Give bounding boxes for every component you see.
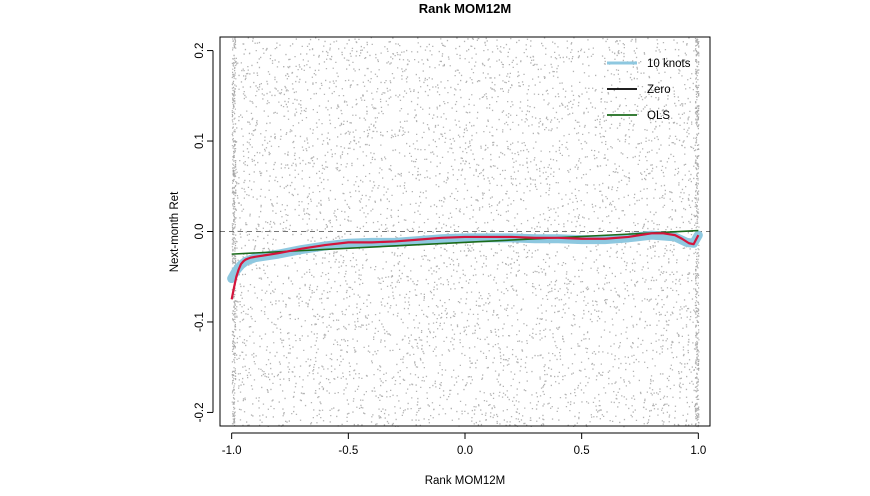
x-tick-label: -1.0 [222, 445, 242, 457]
x-tick-label: 1.0 [690, 445, 706, 457]
legend-label: 10 knots [647, 58, 691, 70]
axes: -1.0 -0.5 0.0 0.5 1.0 -0.2 -0.1 0.0 0.1 0.2 [194, 43, 706, 457]
scatter-points [231, 37, 700, 428]
y-tick-label: -0.1 [194, 312, 206, 332]
fit-lines [220, 229, 710, 300]
series-fit-line [230, 232, 700, 300]
legend-label: Zero [647, 84, 671, 96]
chart-title: Rank MOM12M [419, 1, 511, 16]
series-ols-line [231, 229, 699, 255]
y-tick-label: 0.2 [194, 43, 206, 59]
scatter-cloud [231, 37, 700, 428]
y-axis-label: Next-month Ret [169, 191, 181, 272]
x-tick-label: -0.5 [338, 445, 358, 457]
y-tick-label: 0.0 [194, 224, 206, 240]
x-axis-label: Rank MOM12M [425, 475, 506, 487]
scatter-edge-points [231, 37, 700, 428]
plot-frame [219, 36, 711, 427]
x-tick-label: 0.0 [457, 445, 473, 457]
legend-label: OLS [647, 110, 670, 122]
y-tick-label: 0.1 [194, 133, 206, 149]
y-tick-label: -0.2 [194, 403, 206, 423]
legend: 10 knots Zero OLS [607, 58, 691, 122]
x-tick-label: 0.5 [574, 445, 590, 457]
